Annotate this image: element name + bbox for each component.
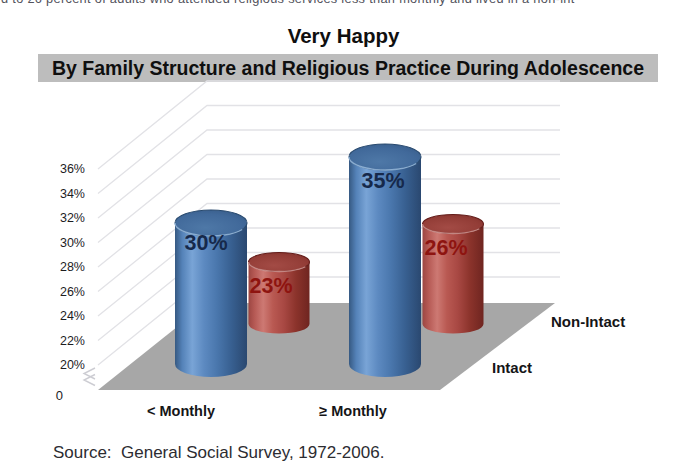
source-note: Source: General Social Survey, 1972-2006… [53,443,384,463]
series-label-intact: Intact [492,359,532,376]
category-label-ge-monthly: ≥ Monthly [288,403,418,419]
axis-break-icon [84,368,95,386]
ytick-30: 30% [60,235,85,251]
chart-floor [98,303,555,390]
ytick-28: 28% [60,259,85,275]
ytick-20: 20% [60,357,85,373]
ytick-0: 0 [56,388,63,404]
ytick-24: 24% [60,308,85,324]
ytick-34: 34% [60,186,85,202]
category-label-lt-monthly: < Monthly [116,403,246,419]
bar-label-intact-lt: 30% [184,231,227,256]
ytick-26: 26% [60,284,85,300]
bar-label-nonintact-lt: 23% [249,274,292,299]
ytick-22: 22% [60,333,85,349]
series-label-non-intact: Non-Intact [551,313,625,330]
ytick-32: 32% [60,210,85,226]
cylinder-non-intact-ge-monthly [423,215,484,334]
bar-label-intact-ge: 35% [361,169,404,194]
bar-label-nonintact-ge: 26% [424,236,467,261]
ytick-36: 36% [60,161,85,177]
